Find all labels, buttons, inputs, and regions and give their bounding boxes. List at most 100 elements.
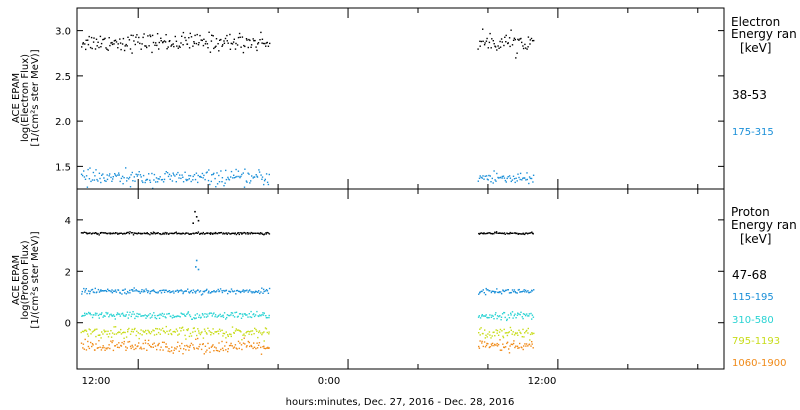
- proton-point-310-580: [143, 315, 145, 317]
- proton-point-115-195: [179, 289, 181, 292]
- proton-point-310-580: [141, 315, 143, 317]
- electron-point-175-315: [91, 179, 94, 181]
- proton-point-310-580: [180, 312, 182, 314]
- proton-point-115-195: [239, 291, 242, 294]
- proton-legend-title-2: Energy ran: [731, 218, 797, 232]
- electron-point-38-53: [527, 36, 530, 38]
- proton-point-47-68: [528, 232, 530, 234]
- proton-point-1060-1900: [208, 347, 210, 349]
- proton-point-47-68: [156, 232, 158, 235]
- proton-point-795-1193: [178, 333, 180, 335]
- proton-point-310-580: [160, 314, 162, 316]
- proton-point-310-580: [88, 311, 90, 314]
- electron-point-175-315: [119, 180, 121, 183]
- electron-point-38-53: [199, 34, 201, 37]
- proton-point-795-1193: [227, 334, 229, 336]
- electron-point-175-315: [111, 180, 113, 182]
- proton-point-115-195: [93, 291, 95, 294]
- electron-point-175-315: [142, 181, 144, 184]
- electron-point-175-315: [85, 175, 88, 177]
- electron-point-38-53: [174, 35, 176, 38]
- proton-point-310-580: [156, 314, 159, 317]
- proton-point-795-1193: [171, 333, 173, 336]
- electron-point-175-315: [170, 175, 172, 177]
- electron-point-38-53: [255, 46, 257, 48]
- electron-point-175-315: [175, 181, 177, 183]
- proton-point-47-68: [94, 232, 97, 234]
- proton-point-310-580: [513, 314, 515, 317]
- electron-point-38-53: [204, 43, 207, 45]
- proton-point-310-580: [191, 318, 193, 320]
- proton-point-47-68: [102, 232, 104, 234]
- proton-point-795-1193: [140, 329, 142, 331]
- electron-point-38-53: [208, 31, 210, 33]
- electron-point-175-315: [166, 172, 169, 174]
- proton-point-1060-1900: [137, 345, 139, 347]
- electron-point-38-53: [193, 42, 196, 45]
- electron-point-175-315: [100, 181, 102, 184]
- electron-point-38-53: [197, 44, 200, 46]
- proton-point-795-1193: [208, 330, 210, 332]
- proton-point-1060-1900: [139, 347, 141, 350]
- proton-point-310-580: [218, 314, 220, 317]
- electron-point-38-53: [486, 37, 488, 40]
- proton-point-795-1193: [127, 329, 129, 331]
- proton-point-47-68: [179, 233, 181, 235]
- proton-point-115-195: [155, 291, 158, 294]
- proton-point-47-68: [265, 233, 267, 235]
- proton-point-1060-1900: [206, 349, 208, 351]
- proton-point-795-1193: [83, 329, 86, 332]
- proton-point-1060-1900: [200, 348, 203, 351]
- proton-point-115-195: [171, 291, 173, 293]
- proton-point-47-68: [82, 232, 84, 234]
- proton-point-47-68: [136, 233, 138, 235]
- electron-point-38-53: [519, 38, 521, 40]
- proton-point-1060-1900: [193, 346, 195, 349]
- electron-point-38-53: [505, 34, 507, 37]
- proton-point-47-68: [478, 233, 481, 235]
- proton-point-310-580: [107, 312, 109, 314]
- proton-point-795-1193: [190, 335, 193, 337]
- electron-point-38-53: [90, 36, 93, 39]
- proton-point-1060-1900: [231, 345, 233, 347]
- proton-point-1060-1900: [523, 345, 525, 347]
- electron-point-38-53: [123, 49, 126, 52]
- proton-point-115-195: [498, 291, 501, 293]
- proton-point-795-1193: [206, 333, 208, 335]
- proton-point-47-68: [154, 233, 157, 235]
- proton-point-310-580: [230, 314, 232, 316]
- electron-point-175-315: [263, 180, 266, 182]
- proton-point-1060-1900: [162, 349, 164, 351]
- electron-point-38-53: [85, 39, 87, 41]
- proton-point-47-68: [231, 232, 234, 234]
- proton-point-1060-1900: [484, 346, 487, 348]
- electron-point-175-315: [138, 171, 140, 173]
- electron-point-38-53: [512, 39, 515, 41]
- proton-point-310-580: [122, 314, 125, 316]
- proton-point-310-580: [244, 313, 246, 315]
- proton-point-1060-1900: [123, 343, 125, 345]
- proton-point-310-580: [187, 311, 190, 313]
- proton-point-115-195: [94, 287, 96, 290]
- proton-point-47-68: [201, 233, 204, 235]
- proton-point-115-195: [97, 288, 100, 291]
- electron-point-175-315: [221, 177, 224, 179]
- proton-point-795-1193: [505, 332, 508, 334]
- proton-y-tick-label: 4: [65, 216, 71, 227]
- electron-ylabel-line3: [1/(cm²s ster MeV)]: [30, 49, 41, 146]
- proton-point-1060-1900: [238, 347, 240, 350]
- electron-point-175-315: [163, 178, 166, 181]
- proton-point-310-580: [221, 315, 223, 317]
- proton-point-47-68: [193, 233, 195, 235]
- proton-point-115-195: [260, 291, 262, 293]
- proton-point-1060-1900: [210, 346, 213, 348]
- electron-point-175-315: [243, 186, 246, 188]
- proton-point-1060-1900: [510, 343, 512, 345]
- proton-point-115-195: [238, 290, 241, 293]
- proton-point-47-68: [501, 232, 503, 234]
- proton-point-115-195: [187, 288, 189, 290]
- proton-point-310-580: [181, 313, 183, 315]
- electron-point-175-315: [105, 180, 107, 182]
- proton-point-115-195: [163, 291, 166, 293]
- proton-point-310-580: [482, 315, 485, 317]
